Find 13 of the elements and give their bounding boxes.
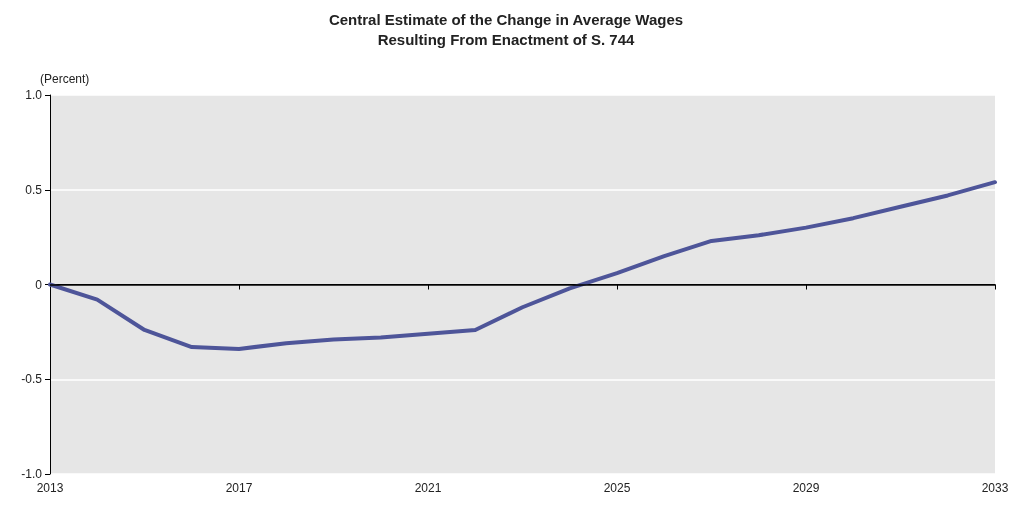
x-tick-label: 2025 <box>603 481 631 495</box>
y-tick-label: 1.0 <box>25 88 43 102</box>
y-axis-title: (Percent) <box>40 72 90 86</box>
chart-title: Central Estimate of the Change in Average Wages Resulting From Enactment of S. 744 <box>328 10 684 48</box>
y-tick-label: 0.5 <box>25 182 43 197</box>
y-tick-label: -0.5 <box>21 372 43 387</box>
x-tick-label: 2017 <box>225 481 253 495</box>
x-tick-label: 2033 <box>981 481 1009 495</box>
y-tick-label: -1.0 <box>21 467 43 481</box>
x-tick-label: 2013 <box>36 481 64 495</box>
y-tick-label: 0 <box>35 277 43 292</box>
x-tick-label: 2029 <box>792 481 820 495</box>
x-tick-label: 2021 <box>414 481 442 495</box>
